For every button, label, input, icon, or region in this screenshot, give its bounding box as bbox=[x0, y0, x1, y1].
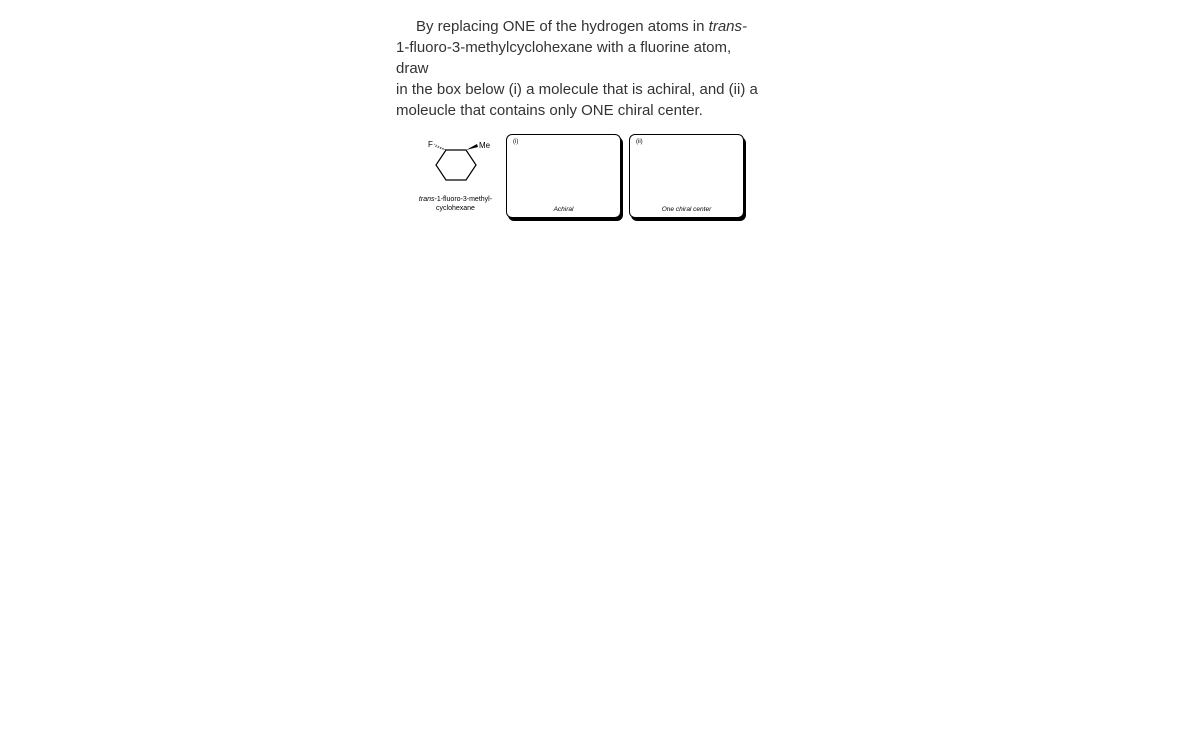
f-atom-label: F bbox=[428, 140, 433, 149]
answer-box-achiral[interactable]: (i) Achiral bbox=[506, 134, 621, 218]
figure-area: F Me trans-1-fluoro-3-methyl- cyclohexan… bbox=[396, 130, 766, 230]
box1-top-label: (i) bbox=[513, 139, 518, 145]
answer-box-one-chiral[interactable]: (ii) One chiral center bbox=[629, 134, 744, 218]
box2-bottom-label: One chiral center bbox=[630, 206, 743, 213]
question-line1-pre: By replacing ONE of the hydrogen atoms i… bbox=[416, 18, 709, 35]
molecule-block: F Me trans-1-fluoro-3-methyl- cyclohexan… bbox=[408, 138, 503, 213]
question-line1-italic: trans- bbox=[709, 18, 747, 35]
question-line4: moleucle that contains only ONE chiral c… bbox=[396, 102, 703, 119]
me-group-label: Me bbox=[479, 141, 491, 150]
caption-rest: -1-fluoro-3-methyl- bbox=[434, 196, 492, 203]
box2-top-label: (ii) bbox=[636, 139, 643, 145]
question-line2: 1-fluoro-3-methylcyclohexane with a fluo… bbox=[396, 39, 731, 77]
question-line3: in the box below (i) a molecule that is … bbox=[396, 81, 758, 98]
molecule-caption: trans-1-fluoro-3-methyl- cyclohexane bbox=[408, 195, 503, 213]
box1-bottom-label: Achiral bbox=[507, 206, 620, 213]
caption-line2: cyclohexane bbox=[436, 205, 475, 212]
cyclohexane-icon: F Me bbox=[421, 138, 491, 188]
question-text: By replacing ONE of the hydrogen atoms i… bbox=[396, 16, 766, 121]
caption-italic: trans bbox=[419, 196, 435, 203]
